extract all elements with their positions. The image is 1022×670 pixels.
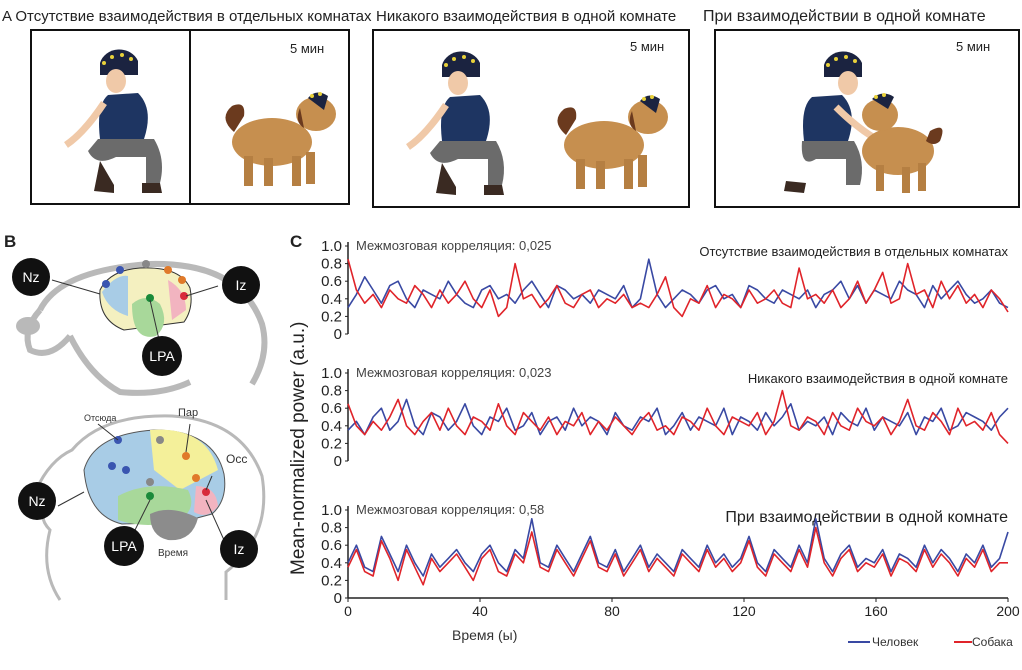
correlation-annotation: Межмозговая корреляция: 0,58 <box>356 502 544 517</box>
panel-c-label: C <box>290 232 303 251</box>
electrode <box>146 492 154 500</box>
human-head-schematic <box>31 414 266 601</box>
y-axis-label: Mean-normalized power (a.u.) <box>288 322 309 575</box>
dog-node-lpa: LPA <box>142 336 182 376</box>
room-divider <box>189 31 191 203</box>
electrode <box>156 436 164 444</box>
y-tick-label: 0.8 <box>321 383 342 400</box>
human-node-nz: Nz <box>18 482 56 520</box>
electrode <box>146 478 154 486</box>
dog-node-nz: Nz <box>12 258 50 296</box>
y-tick-label: 0.6 <box>321 273 342 290</box>
series-line-dog <box>347 258 1009 318</box>
human-node-lpa: LPA <box>104 526 144 566</box>
series-line-human <box>347 258 1009 309</box>
x-tick-label: 120 <box>732 603 756 619</box>
electrode <box>178 276 186 284</box>
y-tick-label: 1.0 <box>321 365 342 382</box>
y-tick-label: 0.8 <box>321 256 342 273</box>
panel-a-label: A <box>2 8 12 25</box>
duration-label-2: 5 мин <box>630 39 665 54</box>
condition-title: При взаимодействии в одной комнате <box>725 509 1008 526</box>
region-label-parietal: Пар <box>178 407 199 419</box>
series-line-dog <box>347 389 1009 444</box>
y-tick-label: 1.0 <box>321 238 342 255</box>
dog-head-schematic <box>16 260 268 396</box>
panel-a-title-1: A Отсутствие взаимодействия в отдельных … <box>2 8 372 25</box>
y-tick-label: 0.4 <box>321 291 342 308</box>
y-tick-label: 0 <box>334 453 342 470</box>
eeg-power-chart: Mean-normalized power (a.u.) Время (ы) Ч… <box>288 238 1020 649</box>
condition-box-3: 5 мин <box>714 29 1020 208</box>
x-tick-label: 160 <box>864 603 888 619</box>
y-tick-label: 0.4 <box>321 418 342 435</box>
human-node-iz: Iz <box>220 530 258 568</box>
y-tick-label: 0.4 <box>321 555 342 572</box>
human-figure-2 <box>405 51 504 195</box>
condition-box-2: 5 мин <box>372 29 690 208</box>
y-tick-label: 0.8 <box>321 520 342 537</box>
series-line-dog <box>347 526 1008 586</box>
human-dog-interaction-figure <box>784 51 943 193</box>
region-label-temporal: Время <box>158 548 189 559</box>
panel-a-title-2: Никакого взаимодействия в одной комнате <box>376 8 677 25</box>
region-label-frontal: Отсюда <box>84 413 117 423</box>
x-axis-label: Время (ы) <box>452 627 517 643</box>
x-tick-label: 200 <box>996 603 1020 619</box>
electrode <box>164 266 172 274</box>
y-tick-label: 0 <box>334 590 342 607</box>
condition-box-1: 5 мин <box>30 29 350 205</box>
y-tick-label: 0.6 <box>321 400 342 417</box>
legend-dog-label: Собака <box>972 635 1013 649</box>
electrode <box>180 292 188 300</box>
electrode <box>116 266 124 274</box>
legend-human-label: Человек <box>872 635 919 649</box>
region-label-occipital: Осс <box>226 452 248 466</box>
electrode <box>192 474 200 482</box>
electrode <box>122 466 130 474</box>
y-tick-label: 0.6 <box>321 537 342 554</box>
correlation-annotation: Межмозговая корреляция: 0,025 <box>356 238 552 253</box>
electrode <box>108 462 116 470</box>
electrode <box>142 260 150 268</box>
x-tick-label: 80 <box>604 603 620 619</box>
duration-label-3: 5 мин <box>956 39 991 54</box>
y-tick-label: 0.2 <box>321 572 342 589</box>
electrode <box>146 294 154 302</box>
electrode <box>102 280 110 288</box>
y-tick-label: 1.0 <box>321 502 342 519</box>
y-tick-label: 0.2 <box>321 308 342 325</box>
electrode <box>182 452 190 460</box>
x-tick-label: 0 <box>344 603 352 619</box>
correlation-annotation: Межмозговая корреляция: 0,023 <box>356 365 552 380</box>
legend: Человек Собака <box>848 635 1013 649</box>
y-tick-label: 0.2 <box>321 435 342 452</box>
condition-title: Отсутствие взаимодействия в отдельных ко… <box>699 244 1008 259</box>
y-tick-label: 0 <box>334 326 342 343</box>
electrode <box>202 488 210 496</box>
panel-a-title-3: При взаимодействии в одной комнате <box>703 8 986 25</box>
panel-a-title-1-text: Отсутствие взаимодействия в отдельных ко… <box>15 8 372 25</box>
dog-node-iz: Iz <box>222 266 260 304</box>
human-figure-1 <box>63 49 162 193</box>
condition-title: Никакого взаимодействия в одной комнате <box>748 371 1008 386</box>
dog-figure-2 <box>557 95 668 189</box>
panel-b-label: B <box>4 232 17 251</box>
dog-figure-1 <box>225 92 336 186</box>
x-tick-label: 40 <box>472 603 488 619</box>
duration-label-1: 5 мин <box>290 41 325 56</box>
series-line-human <box>347 517 1009 577</box>
